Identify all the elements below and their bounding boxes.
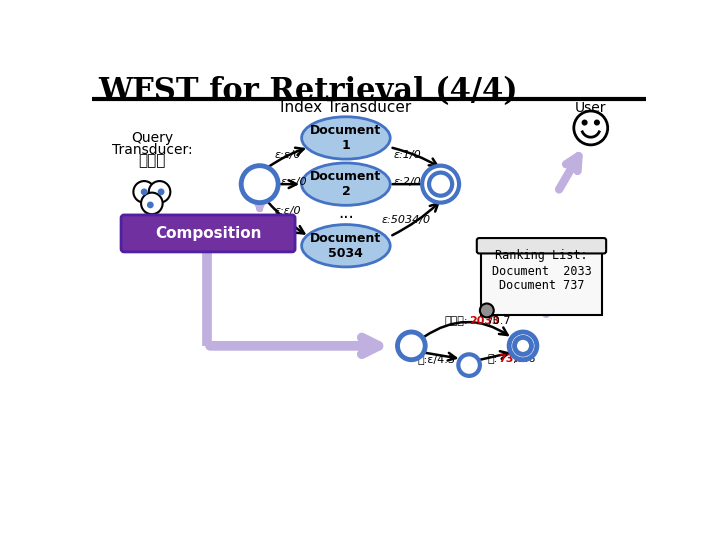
Text: Document  2033: Document 2033	[492, 265, 591, 278]
Circle shape	[148, 202, 153, 208]
Circle shape	[422, 166, 459, 202]
Circle shape	[582, 120, 587, 125]
Circle shape	[595, 120, 599, 125]
Ellipse shape	[302, 225, 390, 267]
Circle shape	[429, 173, 452, 195]
Circle shape	[574, 111, 608, 145]
Ellipse shape	[302, 117, 390, 159]
Ellipse shape	[302, 163, 390, 205]
Circle shape	[133, 181, 155, 202]
Text: 2033: 2033	[469, 316, 500, 326]
Text: /0.7: /0.7	[489, 316, 510, 326]
Text: Document
2: Document 2	[310, 170, 382, 198]
Circle shape	[480, 303, 494, 318]
Text: Index Transducer: Index Transducer	[280, 100, 412, 116]
Text: Document
1: Document 1	[310, 124, 382, 152]
Text: ε:ε/0: ε:ε/0	[280, 177, 307, 187]
Circle shape	[241, 166, 278, 202]
FancyBboxPatch shape	[481, 249, 603, 315]
Text: 蓮:: 蓮:	[487, 354, 498, 364]
Text: Ranking List:: Ranking List:	[495, 249, 588, 262]
Text: Query: Query	[131, 131, 173, 145]
Text: 花蓮縣: 花蓮縣	[138, 153, 166, 168]
Text: Document 737: Document 737	[499, 279, 584, 292]
Text: Transducer:: Transducer:	[112, 143, 192, 157]
Text: ε:ε/0: ε:ε/0	[275, 150, 302, 160]
Text: WFST for Retrieval (4/4): WFST for Retrieval (4/4)	[98, 76, 518, 107]
Text: ε:1/0: ε:1/0	[394, 150, 421, 160]
Circle shape	[158, 189, 163, 194]
Circle shape	[397, 332, 426, 360]
Text: 花蓮縣:: 花蓮縣:	[444, 316, 467, 326]
Circle shape	[459, 354, 480, 376]
Text: User: User	[575, 101, 606, 115]
Text: 花:ε/4.3: 花:ε/4.3	[418, 354, 456, 364]
Text: ε:5034/0: ε:5034/0	[382, 215, 431, 225]
Text: /5.6: /5.6	[514, 354, 535, 364]
Text: ε:ε/0: ε:ε/0	[275, 206, 302, 216]
Text: ε:2/0: ε:2/0	[394, 177, 421, 187]
Text: 737: 737	[498, 354, 521, 364]
Circle shape	[141, 189, 147, 194]
Circle shape	[141, 193, 163, 214]
Circle shape	[149, 181, 171, 202]
Text: ...: ...	[338, 204, 354, 221]
Circle shape	[515, 338, 531, 354]
Text: Document
5034: Document 5034	[310, 232, 382, 260]
FancyBboxPatch shape	[477, 238, 606, 253]
Circle shape	[509, 332, 537, 360]
Text: Composition: Composition	[155, 226, 261, 241]
FancyBboxPatch shape	[121, 215, 295, 252]
